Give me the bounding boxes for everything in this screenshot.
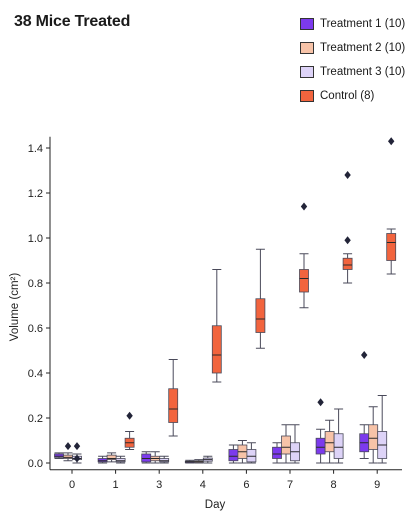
box-treatment-3-day-8 — [333, 408, 344, 464]
legend-label-control: Control (8) — [320, 90, 375, 102]
outlier-point — [317, 398, 324, 407]
box-control-day-4 — [211, 269, 222, 383]
box-iqr — [97, 458, 108, 463]
legend-item-treatment-3: Treatment 3 (10) — [300, 60, 405, 84]
legend-item-treatment-1: Treatment 1 (10) — [300, 12, 405, 36]
box-treatment-2-day-6 — [237, 440, 248, 464]
y-tick-label: 0.8 — [28, 278, 43, 290]
box-iqr — [255, 298, 266, 333]
chart-title: 38 Mice Treated — [14, 13, 131, 30]
box-treatment-3-day-3 — [159, 455, 170, 464]
box-iqr — [141, 453, 152, 463]
box-iqr — [368, 424, 379, 450]
x-tick-label: 3 — [156, 479, 162, 491]
box-control-day-9 — [386, 137, 397, 275]
outlier-point — [388, 137, 395, 146]
y-tick-label: 0.6 — [28, 323, 43, 335]
legend-swatch-treatment-2 — [300, 42, 314, 54]
y-tick-label: 0.4 — [28, 368, 43, 380]
x-tick-label: 6 — [243, 479, 249, 491]
outlier-point — [73, 442, 81, 451]
outlier-point — [344, 236, 351, 245]
box-iqr — [315, 437, 326, 455]
box-treatment-1-day-1 — [97, 455, 108, 464]
box-treatment-3-day-6 — [246, 442, 257, 464]
box-iqr — [299, 269, 309, 293]
y-tick-label: 0.0 — [28, 458, 43, 470]
box-treatment-1-day-6 — [228, 444, 239, 464]
box-treatment-1-day-7 — [272, 442, 282, 464]
box-iqr — [228, 449, 239, 462]
box-iqr — [63, 454, 73, 459]
x-tick-label: 4 — [200, 479, 206, 491]
box-plots — [54, 137, 397, 464]
box-iqr — [211, 325, 222, 374]
legend-label-treatment-2: Treatment 2 (10) — [320, 42, 406, 54]
box-iqr — [272, 446, 282, 459]
box-treatment-2-day-3 — [150, 451, 161, 464]
box-treatment-1-day-0 — [54, 452, 64, 459]
box-iqr — [386, 233, 397, 261]
legend: Treatment 1 (10) Treatment 2 (10) Treatm… — [300, 12, 405, 108]
box-control-day-7 — [299, 202, 309, 309]
outlier-point — [300, 202, 308, 211]
box-treatment-3-day-7 — [290, 424, 300, 464]
box-treatment-3-day-4 — [202, 455, 213, 464]
legend-label-treatment-3: Treatment 3 (10) — [320, 66, 406, 78]
box-treatment-1-day-9 — [359, 351, 370, 459]
box-iqr — [115, 458, 126, 463]
box-iqr — [342, 257, 353, 270]
box-treatment-1-day-8 — [315, 398, 326, 464]
legend-swatch-treatment-3 — [300, 66, 314, 78]
y-tick-label: 0.2 — [28, 413, 43, 425]
outlier-point — [64, 442, 72, 451]
box-treatment-2-day-8 — [324, 419, 335, 464]
outlier-point — [126, 411, 133, 420]
box-treatment-3-day-1 — [115, 455, 126, 464]
y-tick-label: 1.0 — [28, 233, 43, 245]
legend-swatch-control — [300, 90, 314, 102]
box-control-day-8 — [342, 171, 353, 284]
box-treatment-3-day-0 — [72, 442, 82, 464]
box-control-day-6 — [255, 248, 266, 349]
outlier-point — [344, 171, 351, 179]
box-treatment-2-day-9 — [368, 406, 379, 464]
box-treatment-2-day-4 — [193, 459, 204, 464]
legend-label-treatment-1: Treatment 1 (10) — [320, 18, 406, 30]
x-tick-label: 1 — [113, 479, 119, 491]
box-control-day-1 — [124, 411, 135, 450]
box-iqr — [246, 449, 257, 463]
box-treatment-2-day-1 — [106, 452, 117, 463]
legend-item-control: Control (8) — [300, 84, 405, 108]
box-iqr — [333, 433, 344, 459]
x-tick-label: 8 — [331, 479, 337, 491]
axes: 0.0 0.2 0.4 0.6 0.8 1.0 1.2 1.4 0 1 3 4 6 7 8 9 — [28, 136, 402, 491]
box-iqr — [54, 453, 64, 458]
y-tick-label: 1.4 — [28, 143, 43, 155]
outlier-point — [73, 454, 81, 463]
box-iqr — [106, 454, 117, 461]
box-treatment-2-day-0 — [63, 442, 73, 462]
legend-swatch-treatment-1 — [300, 18, 314, 30]
box-treatment-1-day-4 — [184, 459, 195, 464]
box-iqr — [168, 388, 179, 423]
outlier-point — [361, 351, 368, 359]
x-axis-label: Day — [205, 499, 226, 511]
box-control-day-3 — [168, 359, 179, 437]
legend-item-treatment-2: Treatment 2 (10) — [300, 36, 405, 60]
box-iqr — [281, 435, 291, 455]
box-iqr — [159, 458, 170, 463]
y-axis-label: Volume (cm²) — [9, 273, 21, 342]
x-tick-label: 9 — [374, 479, 380, 491]
box-treatment-2-day-7 — [281, 424, 291, 464]
y-tick-label: 1.2 — [28, 188, 43, 200]
box-treatment-1-day-3 — [141, 451, 152, 464]
x-tick-label: 0 — [69, 479, 75, 491]
box-treatment-3-day-9 — [377, 395, 388, 464]
x-tick-label: 7 — [287, 479, 293, 491]
box-iqr — [324, 431, 335, 453]
